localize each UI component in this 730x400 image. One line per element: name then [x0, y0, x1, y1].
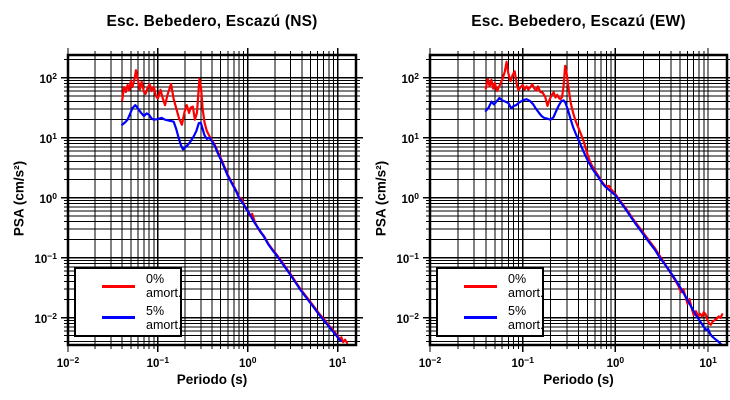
y-tick-label-1e2: 102	[401, 70, 419, 86]
y-tick-label-1e-2: 10−2	[396, 310, 420, 326]
y-tick-label-1e-1: 10−1	[396, 250, 420, 266]
legend-label-5pct: 5% amort.	[508, 303, 544, 332]
y-tick-label-1e-1: 10−1	[34, 250, 58, 266]
x-tick-label-1e-2: 10−2	[418, 355, 442, 370]
legend-line-blue-swatch	[464, 316, 497, 320]
y-tick-label-1e1: 101	[401, 130, 419, 146]
curve-5pct-amort	[484, 96, 723, 346]
y-tick-label-1e0: 100	[401, 190, 419, 206]
x-tick-label-1e-2: 10−2	[56, 355, 80, 370]
x-tick-label-1e1: 101	[328, 355, 347, 370]
x-tick-label-1e1: 101	[699, 355, 717, 370]
curves	[484, 60, 724, 346]
legend-item-0pct: 0% amort.	[438, 272, 544, 301]
legend-line-red-swatch	[102, 284, 135, 288]
grid	[429, 55, 727, 345]
legend-item-5pct: 5% amort.	[438, 303, 544, 332]
legend-line-red-swatch	[464, 284, 497, 288]
x-tick-label-1e0: 100	[606, 355, 625, 370]
legend-label-5pct: 5% amort.	[146, 303, 182, 332]
panel-ew-x-axis-label: Periodo (s)	[543, 372, 614, 387]
panel-ew-legend: 0% amort. 5% amort.	[436, 267, 544, 337]
legend-item-5pct: 5% amort.	[76, 303, 182, 332]
panel-ns-x-axis-label: Periodo (s)	[176, 372, 248, 387]
legend-label-0pct: 0% amort.	[146, 272, 182, 301]
y-tick-label-1e1: 101	[39, 130, 57, 146]
y-tick-label-1e2: 102	[39, 70, 57, 86]
panel-ns-legend: 0% amort. 5% amort.	[74, 267, 182, 337]
x-tick-label-1e-1: 10−1	[511, 355, 534, 370]
legend-line-blue-swatch	[102, 316, 135, 320]
panel-ew-title: Esc. Bebedero, Escazú (EW)	[471, 13, 686, 30]
panel-ew-plot-area	[423, 48, 730, 352]
plot-frame	[428, 53, 729, 347]
legend-label-0pct: 0% amort.	[508, 272, 544, 301]
y-tick-label-1e-2: 10−2	[34, 310, 58, 326]
curves	[121, 69, 349, 344]
y-tick-label-1e0: 100	[39, 190, 57, 206]
legend-item-0pct: 0% amort.	[76, 272, 182, 301]
curve-5pct-amort	[121, 104, 342, 342]
plot-frame	[66, 53, 358, 347]
x-tick-label-1e-1: 10−1	[146, 355, 170, 370]
x-tick-label-1e0: 100	[239, 355, 257, 370]
panel-ns-title: Esc. Bebedero, Escazú (NS)	[106, 13, 318, 30]
